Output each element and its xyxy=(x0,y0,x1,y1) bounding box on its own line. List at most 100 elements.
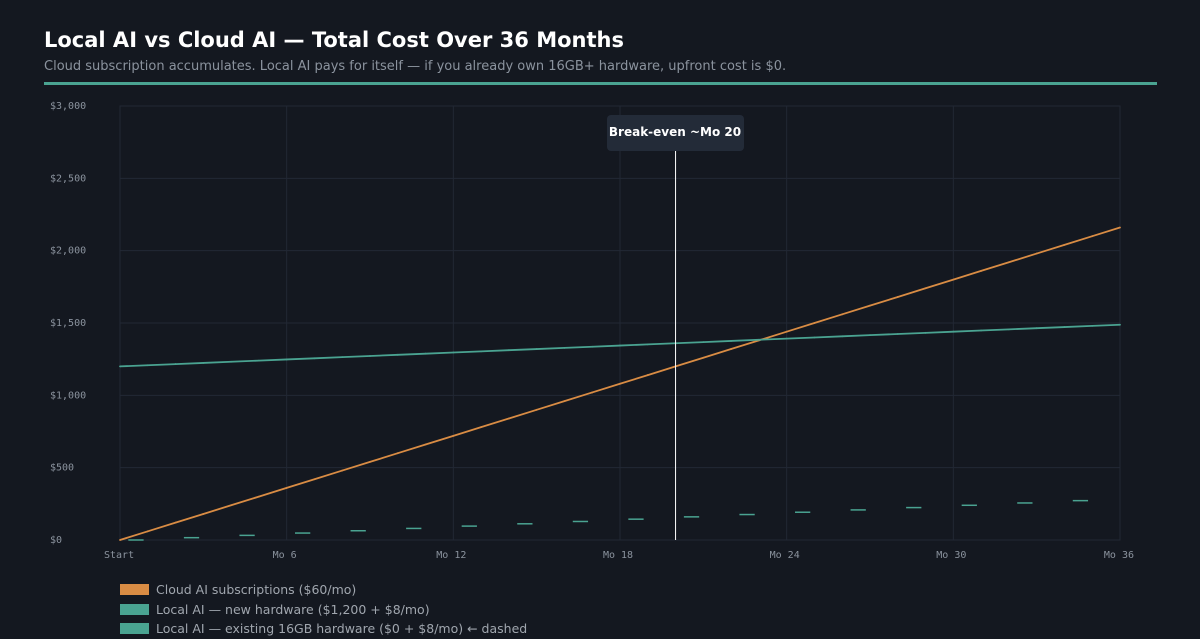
series-2-point xyxy=(424,352,427,355)
x-tick-label: Mo 12 xyxy=(436,550,466,561)
series-2-point xyxy=(369,355,371,357)
series-2-point xyxy=(591,345,594,348)
chart-subtitle: Cloud subscription accumulates. Local AI… xyxy=(44,59,787,74)
series-1-point xyxy=(896,296,899,298)
y-tick-label: $2,000 xyxy=(50,246,86,257)
series-2-point xyxy=(980,329,983,332)
series-2-point xyxy=(507,349,510,352)
series-1-point xyxy=(285,487,288,489)
series-2-point xyxy=(1063,326,1066,328)
series-2-point xyxy=(757,338,760,341)
series-1-point xyxy=(980,270,983,272)
series-1-point xyxy=(702,356,705,359)
series-1-point xyxy=(202,513,205,515)
series-2-point xyxy=(730,340,733,342)
series-1-point xyxy=(1063,243,1066,246)
y-tick-label: $3,000 xyxy=(50,101,86,112)
legend-swatch xyxy=(120,603,149,615)
series-1-point xyxy=(1035,252,1038,255)
series-1-point xyxy=(396,452,399,455)
chart-legend: Cloud AI subscriptions ($60/mo) Local AI … xyxy=(120,580,527,639)
series-1-point xyxy=(1007,261,1010,264)
series-1-point xyxy=(563,400,566,403)
series-2-point xyxy=(285,358,288,361)
series-2-point xyxy=(1119,323,1121,326)
series-layer xyxy=(119,226,1121,541)
legend-item: Cloud AI subscriptions ($60/mo) xyxy=(120,580,527,600)
series-1-point xyxy=(480,426,483,429)
series-2-point xyxy=(702,341,705,343)
series-2-point xyxy=(896,333,899,335)
series-1-point xyxy=(1091,235,1094,238)
y-tick-label: $1,000 xyxy=(50,390,86,401)
series-1-point xyxy=(952,278,955,281)
x-tick-label: Mo 30 xyxy=(936,550,966,561)
series-2-point xyxy=(1035,327,1038,330)
y-tick-label: $2,500 xyxy=(50,173,86,184)
title-divider xyxy=(44,82,1157,85)
series-2-point xyxy=(813,336,816,339)
x-tick-label: Mo 36 xyxy=(1104,550,1134,561)
series-1-point xyxy=(619,382,621,385)
series-2-point xyxy=(869,334,871,337)
series-1-point xyxy=(369,460,371,463)
legend-item: Local AI — new hardware ($1,200 + $8/mo) xyxy=(120,600,527,620)
series-2-point xyxy=(230,360,233,363)
x-tick-label: Start xyxy=(104,550,134,561)
series-1-point xyxy=(730,348,733,350)
series-1-point xyxy=(119,539,121,541)
series-2-point xyxy=(841,335,844,338)
y-tick-label: $1,500 xyxy=(50,318,86,329)
series-2-point xyxy=(785,337,788,340)
series-2-point xyxy=(563,346,566,349)
series-2-point xyxy=(396,353,399,356)
series-1-point xyxy=(869,304,871,307)
break-even-label: Break-even ~Mo 20 xyxy=(609,125,741,139)
series-1-point xyxy=(257,495,260,498)
series-1-point xyxy=(341,469,344,472)
legend-label: Local AI — existing 16GB hardware ($0 + … xyxy=(156,621,528,637)
series-2-point xyxy=(257,359,260,362)
series-1-point xyxy=(174,521,177,524)
legend-swatch xyxy=(120,623,149,635)
series-2-point xyxy=(535,348,538,350)
series-1-point xyxy=(646,374,649,376)
y-tick-label: $0 xyxy=(50,535,62,546)
x-tick-label: Mo 18 xyxy=(603,550,633,561)
series-2-point xyxy=(924,331,927,334)
grid xyxy=(119,105,1121,541)
series-2-point xyxy=(619,344,621,347)
series-2-point xyxy=(202,362,205,364)
series-1-point xyxy=(813,322,816,324)
annotation-layer: Break-even ~Mo 20 xyxy=(607,115,744,540)
axes: $0 $500 $1,000 $1,500 $2,000 $2,500 $3,000 Star… xyxy=(50,101,1134,561)
break-even-callout xyxy=(607,115,744,151)
y-tick-label: $500 xyxy=(50,463,74,474)
series-2-point xyxy=(341,356,344,359)
series-2-point xyxy=(646,343,649,346)
series-2-point xyxy=(1091,324,1094,327)
series-2-point xyxy=(1007,328,1010,331)
legend-item: Local AI — existing 16GB hardware ($0 + … xyxy=(120,619,527,639)
series-2-point xyxy=(119,365,121,368)
series-2-point xyxy=(952,330,955,333)
series-1-point xyxy=(424,443,427,446)
series-1-point xyxy=(230,504,233,507)
legend-label: Local AI — new hardware ($1,200 + $8/mo) xyxy=(156,601,430,617)
legend-swatch xyxy=(120,584,149,596)
legend-label: Cloud AI subscriptions ($60/mo) xyxy=(156,582,357,598)
series-1-point xyxy=(313,478,316,481)
series-2-point xyxy=(480,350,483,353)
series-2-point xyxy=(146,364,149,367)
chart-title: Local AI vs Cloud AI — Total Cost Over 3… xyxy=(44,28,624,52)
series-1-point xyxy=(452,434,455,437)
x-tick-label: Mo 24 xyxy=(770,550,800,561)
series-1-point xyxy=(841,313,844,316)
series-3 xyxy=(128,499,1089,541)
series-2-point xyxy=(452,351,455,354)
x-tick-label: Mo 6 xyxy=(273,550,297,561)
series-1-point xyxy=(591,391,594,394)
series-1-point xyxy=(1119,226,1121,229)
series-1-point xyxy=(146,530,149,533)
